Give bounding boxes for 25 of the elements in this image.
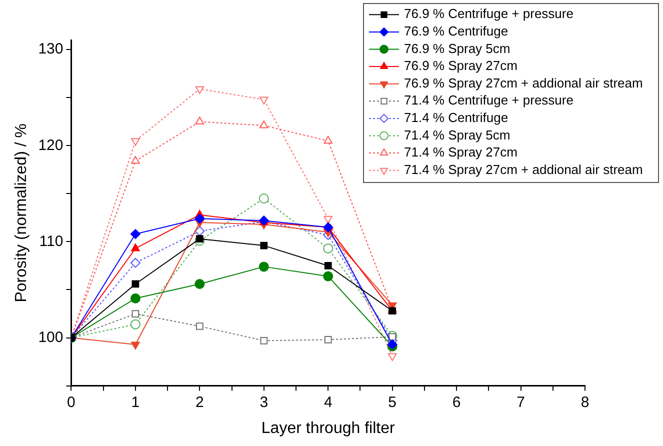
legend-label: 71.4 % Spray 5cm — [404, 127, 510, 142]
x-tick-label: 5 — [388, 394, 397, 411]
x-tick-label: 3 — [260, 394, 268, 411]
legend-label: 76.9 % Spray 27cm — [404, 58, 518, 74]
x-tick-label: 1 — [131, 394, 140, 411]
x-tick-label: 6 — [452, 394, 461, 411]
y-tick-label: 130 — [38, 40, 64, 58]
x-axis-title: Layer through filter — [261, 420, 396, 437]
x-tick-label: 2 — [196, 394, 204, 411]
legend-label: 71.4 % Spray 27cm — [404, 144, 518, 160]
legend-label: 71.4 % Centrifuge + pressure — [404, 92, 574, 108]
legend-label: 76.9 % Centrifuge + pressure — [404, 6, 574, 22]
x-tick-label: 7 — [516, 394, 525, 411]
legend-label: 76.9 % Spray 5cm — [404, 40, 510, 56]
legend-label: 71.4 % Spray 27cm + addional air stream — [404, 162, 643, 177]
x-tick-label: 0 — [67, 394, 76, 411]
y-tick-label: 120 — [38, 136, 64, 154]
legend-label: 71.4 % Centrifuge — [404, 110, 508, 126]
legend-label: 76.9 % Spray 27cm + addional air stream — [404, 75, 643, 90]
x-tick-label: 8 — [580, 394, 590, 411]
y-tick-label: 100 — [38, 328, 64, 346]
y-axis-title: Porosity (normalized) / % — [13, 124, 30, 302]
y-tick-label: 110 — [39, 232, 64, 250]
x-tick-label: 4 — [324, 394, 332, 411]
legend-label: 76.9 % Centrifuge — [404, 24, 508, 39]
